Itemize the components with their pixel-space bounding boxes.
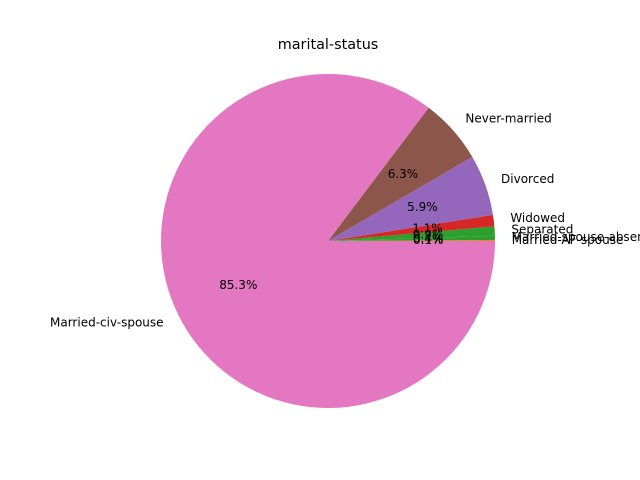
pie-slice-widowed (328, 214, 495, 241)
pie-slice-never-married (328, 107, 473, 241)
slice-label: Widowed (510, 211, 565, 225)
slice-label: Married-spouse-absent (512, 230, 640, 244)
slice-percent-label: 1.1% (412, 221, 443, 235)
slice-percent-label: 0.9% (413, 228, 444, 242)
pie-slice-divorced (328, 156, 493, 241)
pie-slice-separated (328, 226, 495, 241)
slice-percent-label: 5.9% (407, 200, 438, 214)
slice-label: Divorced (501, 172, 554, 186)
slice-label: Never-married (465, 112, 551, 126)
pie-labels: Married-AF-spouse 0.1% Married-spouse-abse… (50, 112, 640, 330)
slice-percent-label: 6.3% (388, 167, 419, 181)
slice-percent-label: 85.3% (219, 278, 257, 292)
slice-label: Separated (511, 223, 573, 237)
slice-percent-label: 0.4% (413, 232, 444, 246)
pie-slice-married-civ-spouse (161, 74, 495, 408)
slice-percent-label: 0.1% (413, 233, 444, 247)
pie-slice-married-spouse-absent (328, 235, 495, 241)
slice-label: Married-civ-spouse (50, 315, 164, 329)
slice-label: Married-AF-spouse (512, 233, 624, 247)
pie-slices (161, 74, 495, 408)
chart-title: marital-status (278, 37, 379, 53)
pie-slice-married-af-spouse (328, 239, 495, 241)
